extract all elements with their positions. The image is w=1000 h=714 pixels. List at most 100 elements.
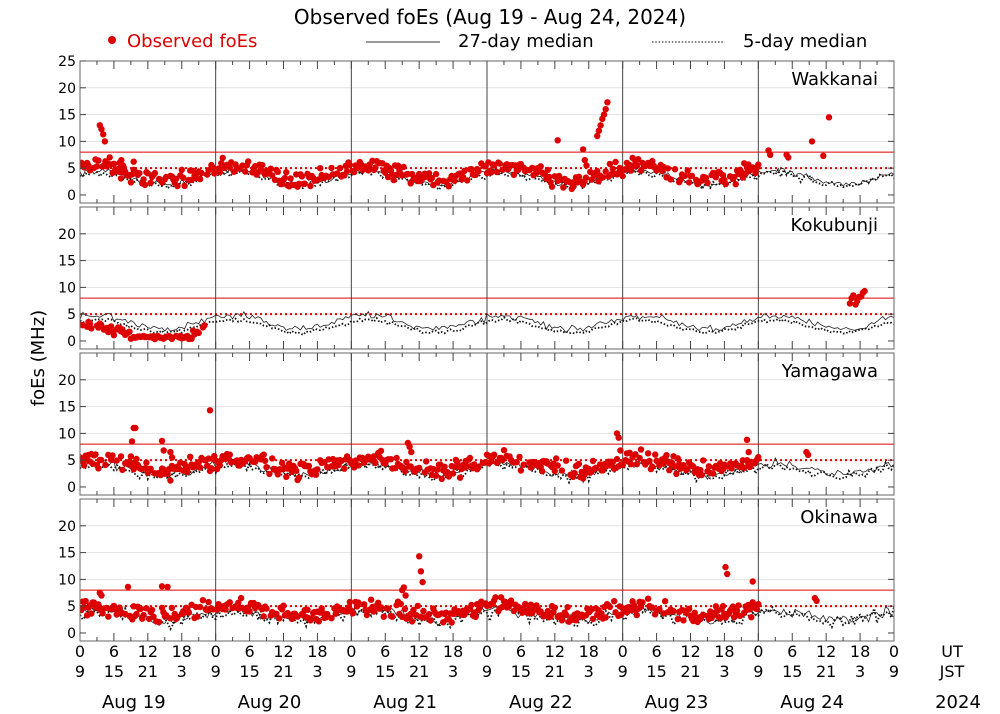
observed-point — [400, 163, 407, 171]
observed-point — [346, 598, 354, 606]
observed-point — [380, 613, 387, 620]
panel-yamagawa: 0 5 10 15 20 Yamagawa — [58, 352, 895, 496]
observed-point — [598, 610, 605, 617]
observed-point — [110, 332, 118, 339]
observed-point — [755, 600, 762, 608]
observed-point — [516, 453, 523, 461]
observed-point — [196, 603, 204, 611]
ut-tick-label: 0 — [346, 642, 356, 661]
observed-point — [88, 610, 95, 617]
observed-point — [517, 467, 525, 474]
observed-point — [611, 598, 618, 605]
observed-point — [298, 173, 306, 180]
observed-point — [98, 592, 105, 599]
jst-tick-label: 9 — [346, 662, 356, 681]
observed-point — [722, 180, 729, 188]
ut-tick-label: 6 — [651, 642, 661, 661]
y-tick-label: 10 — [58, 426, 76, 442]
observed-point — [475, 464, 482, 471]
observed-point — [237, 594, 245, 602]
observed-point — [745, 448, 752, 456]
y-tick-label: 0 — [67, 626, 76, 642]
observed-point — [639, 599, 646, 606]
observed-point — [767, 151, 774, 158]
observed-point — [367, 596, 375, 603]
observed-point — [619, 461, 626, 469]
observed-point — [401, 468, 409, 475]
observed-points — [80, 99, 833, 192]
day-label: Aug 24 — [780, 692, 844, 713]
y-tick-label: 15 — [58, 400, 76, 416]
observed-point — [260, 451, 267, 458]
observed-point — [813, 597, 820, 604]
observed-point — [684, 167, 691, 174]
observed-point — [544, 607, 551, 615]
observed-point — [753, 605, 761, 613]
ut-tick-label: 0 — [75, 642, 85, 661]
observed-point — [274, 168, 281, 175]
observed-point — [205, 598, 212, 606]
jst-tick-label: 15 — [646, 662, 666, 681]
observed-point — [507, 597, 515, 604]
observed-point — [414, 602, 421, 610]
observed-point — [147, 465, 154, 472]
observed-point — [419, 578, 426, 586]
observed-point — [733, 607, 741, 614]
observed-point — [615, 434, 622, 441]
observed-point — [597, 122, 604, 129]
observed-point — [636, 454, 643, 462]
observed-point — [735, 602, 742, 609]
day-label: Aug 23 — [645, 692, 709, 713]
observed-point — [416, 464, 423, 472]
y-tick-label: 0 — [67, 188, 76, 204]
observed-point — [416, 170, 423, 178]
jst-tick-label: 15 — [239, 662, 259, 681]
day-label: Aug 21 — [373, 692, 437, 713]
ut-tick-label: 18 — [850, 642, 870, 661]
observed-point — [520, 461, 527, 468]
observed-points — [80, 407, 812, 484]
legend-observed-label: Observed foEs — [127, 31, 257, 52]
observed-point — [148, 606, 156, 614]
observed-point — [132, 424, 139, 432]
observed-point — [266, 470, 273, 478]
observed-point — [441, 463, 448, 470]
legend-observed-marker — [108, 36, 116, 44]
year-label: 2024 — [935, 692, 981, 713]
ut-tick-label: 0 — [482, 642, 492, 661]
observed-point — [360, 601, 368, 608]
observed-point — [632, 451, 639, 458]
observed-point — [449, 470, 457, 477]
observed-point — [428, 174, 436, 182]
observed-point — [722, 563, 729, 571]
jst-tick-label: 9 — [482, 662, 492, 681]
observed-point — [537, 608, 544, 615]
y-tick-label: 0 — [67, 334, 76, 350]
observed-point — [553, 455, 560, 462]
observed-point — [102, 461, 109, 469]
observed-point — [417, 568, 425, 575]
observed-point — [283, 169, 290, 176]
observed-point — [206, 407, 214, 414]
observed-point — [626, 449, 633, 456]
plot-area — [80, 353, 894, 495]
panel-wakkanai: 0 5 10 15 20 25 Wakkanai — [58, 54, 895, 204]
observed-point — [749, 578, 756, 585]
observed-point — [93, 163, 101, 170]
observed-point — [570, 183, 577, 190]
observed-point — [245, 158, 252, 165]
observed-point — [127, 453, 135, 460]
observed-point — [88, 325, 95, 332]
observed-point — [589, 457, 597, 465]
observed-point — [226, 164, 233, 171]
observed-point — [246, 608, 253, 615]
observed-point — [661, 598, 669, 605]
observed-point — [649, 463, 656, 470]
observed-point — [664, 165, 672, 172]
observed-point — [150, 613, 157, 620]
observed-point — [724, 570, 731, 578]
observed-point — [522, 600, 529, 608]
observed-point — [349, 610, 356, 617]
observed-point — [107, 323, 115, 330]
observed-point — [423, 458, 430, 465]
